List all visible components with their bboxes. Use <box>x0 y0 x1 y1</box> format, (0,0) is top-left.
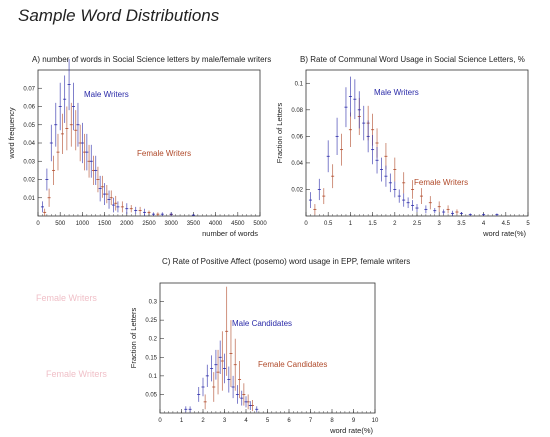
y-tick-label-2: 0.2 <box>149 337 158 343</box>
x-tick-label-1: 4.5 <box>502 221 511 227</box>
ghost-label-2: Female Writers <box>46 369 107 379</box>
x-tick-label-0: 500 <box>55 221 66 227</box>
panel-title-0: A) number of words in Social Science let… <box>32 55 271 64</box>
x-tick-label-2: 2 <box>201 418 205 424</box>
x-tick-label-2: 10 <box>372 418 379 424</box>
x-tick-label-0: 5000 <box>253 221 267 227</box>
x-axis-label-1: word rate(%) <box>482 229 526 238</box>
y-tick-label-2: 0.15 <box>145 355 157 361</box>
x-tick-label-2: 9 <box>352 418 356 424</box>
x-tick-label-1: 1 <box>349 221 353 227</box>
x-tick-label-1: 2 <box>393 221 397 227</box>
x-tick-label-0: 3000 <box>165 221 179 227</box>
panel-title-2: C) Rate of Positive Affect (posemo) word… <box>162 257 410 266</box>
x-tick-label-2: 1 <box>180 418 184 424</box>
x-tick-label-0: 0 <box>36 221 40 227</box>
x-tick-label-2: 8 <box>330 418 334 424</box>
y-tick-label-1: 0.04 <box>291 161 303 167</box>
x-tick-label-1: 0.5 <box>324 221 333 227</box>
series-label-0-1: Female Writers <box>137 149 191 158</box>
x-tick-label-2: 4 <box>244 418 248 424</box>
x-tick-label-2: 0 <box>158 418 162 424</box>
y-tick-label-0: 0.06 <box>23 105 35 111</box>
y-axis-label-1: Fraction of Letters <box>275 103 284 164</box>
y-tick-label-0: 0.03 <box>23 159 35 165</box>
series-label-0-0: Male Writers <box>84 90 129 99</box>
y-tick-label-0: 0.04 <box>23 141 35 147</box>
x-tick-label-0: 1500 <box>98 221 112 227</box>
x-tick-label-1: 0 <box>304 221 308 227</box>
y-axis-label-0: word frequency <box>7 107 16 160</box>
y-tick-label-1: 0.06 <box>291 134 303 140</box>
x-tick-label-1: 4 <box>482 221 486 227</box>
y-tick-label-1: 0.1 <box>295 81 304 87</box>
y-tick-label-0: 0.05 <box>23 123 35 129</box>
y-tick-label-1: 0.02 <box>291 187 303 193</box>
y-tick-label-0: 0.01 <box>23 196 35 202</box>
series-label-1-0: Male Writers <box>374 88 419 97</box>
y-tick-label-0: 0.07 <box>23 86 35 92</box>
y-tick-label-2: 0.1 <box>149 374 158 380</box>
y-tick-label-0: 0.02 <box>23 178 35 184</box>
x-tick-label-0: 2500 <box>142 221 156 227</box>
x-tick-label-1: 2.5 <box>413 221 422 227</box>
x-tick-label-0: 4500 <box>231 221 245 227</box>
x-tick-label-2: 6 <box>287 418 291 424</box>
x-tick-label-1: 3.5 <box>457 221 466 227</box>
x-tick-label-0: 2000 <box>120 221 134 227</box>
x-tick-label-2: 3 <box>223 418 227 424</box>
x-tick-label-0: 4000 <box>209 221 223 227</box>
x-axis-label-0: number of words <box>202 229 258 238</box>
x-tick-label-0: 3500 <box>187 221 201 227</box>
x-tick-label-2: 5 <box>266 418 270 424</box>
x-tick-label-2: 7 <box>309 418 313 424</box>
x-tick-label-0: 1000 <box>76 221 90 227</box>
x-tick-label-1: 3 <box>438 221 442 227</box>
y-tick-label-2: 0.25 <box>145 318 157 324</box>
y-tick-label-2: 0.05 <box>145 392 157 398</box>
x-axis-label-2: word rate(%) <box>329 426 373 435</box>
plot-frame-2 <box>159 282 376 414</box>
ghost-label-1: Female Writers <box>36 293 97 303</box>
y-axis-label-2: Fraction of Letters <box>129 308 138 369</box>
series-label-2-1: Female Candidates <box>258 360 327 369</box>
y-tick-label-2: 0.3 <box>149 300 158 306</box>
main-title: Sample Word Distributions <box>18 6 220 25</box>
x-tick-label-1: 5 <box>526 221 530 227</box>
y-tick-label-1: 0.08 <box>291 108 303 114</box>
panel-title-1: B) Rate of Communal Word Usage in Social… <box>300 55 525 64</box>
series-label-2-0: Male Candidates <box>232 319 292 328</box>
series-label-1-1: Female Writers <box>414 178 468 187</box>
x-tick-label-1: 1.5 <box>368 221 377 227</box>
